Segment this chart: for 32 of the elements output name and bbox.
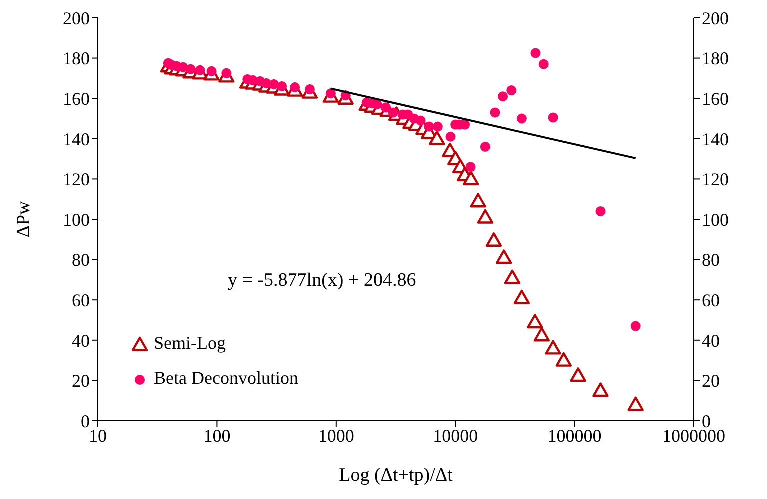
- y2-tick-label: 100: [702, 210, 729, 230]
- y2-tick-label: 60: [702, 290, 720, 310]
- y2-tick-label: 200: [702, 8, 729, 28]
- x-tick-label: 10: [89, 426, 107, 446]
- y2-tick-label: 140: [702, 129, 729, 150]
- y2-tick-label: 120: [702, 170, 729, 190]
- y-tick-label: 140: [63, 129, 90, 150]
- y2-tick-label: 40: [702, 330, 720, 351]
- legend-label: Beta Deconvolution: [154, 368, 298, 389]
- y-axis-title: ΔPw: [14, 200, 35, 238]
- y-tick-label: 60: [72, 290, 90, 310]
- y2-tick-label: 20: [702, 371, 720, 392]
- x-tick-label: 100: [204, 426, 231, 446]
- y-tick-label: 80: [72, 250, 90, 270]
- y-tick-label: 20: [72, 371, 90, 392]
- y-tick-label: 100: [63, 210, 90, 230]
- legend-label: Semi-Log: [154, 333, 226, 354]
- y-tick-label: 200: [63, 8, 90, 28]
- y2-tick-label: 80: [702, 250, 720, 270]
- x-tick-label: 1000: [318, 426, 354, 446]
- y2-tick-label: 0: [702, 411, 711, 432]
- y2-tick-label: 180: [702, 48, 729, 69]
- y2-tick-label: 160: [702, 88, 729, 109]
- x-axis-title: Log (Δt+tp)/Δt: [339, 465, 454, 486]
- x-tick-label: 10000: [433, 426, 478, 446]
- x-tick-label: 100000: [548, 426, 602, 446]
- y-tick-label: 0: [81, 411, 90, 432]
- y-tick-label: 160: [63, 88, 90, 109]
- y-tick-label: 180: [63, 48, 90, 69]
- y-tick-label: 40: [72, 330, 90, 351]
- y-tick-label: 120: [63, 170, 90, 190]
- annotation: y = -5.877ln(x) + 204.86: [228, 270, 416, 292]
